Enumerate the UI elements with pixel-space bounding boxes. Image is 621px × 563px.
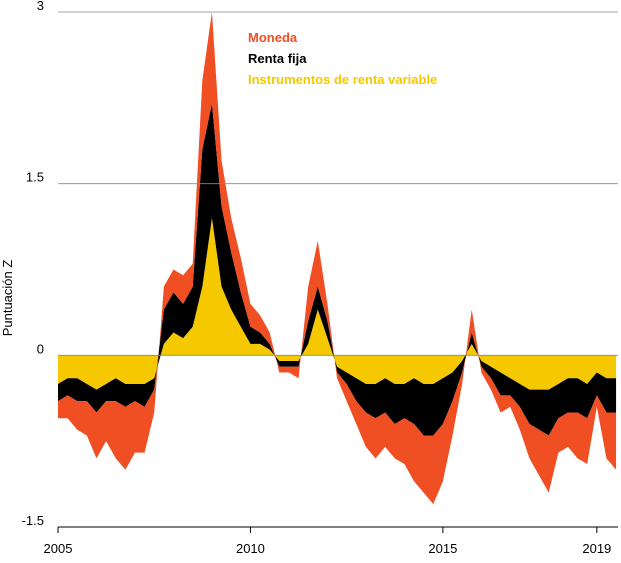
y-axis-label: Puntuación Z [0,260,15,337]
y-tick-label: 1.5 [26,170,44,185]
y-tick-label: -1.5 [22,513,44,528]
x-tick-label: 2015 [428,541,457,556]
y-tick-label: 0 [37,341,44,356]
area [58,103,617,436]
area [58,218,617,390]
legend-entry: Instrumentos de renta variable [248,72,437,87]
x-tick-label: 2010 [236,541,265,556]
legend-entry: Moneda [248,30,298,45]
area [58,12,617,505]
y-tick-label: 3 [37,0,44,13]
legend-entry: Renta fija [248,51,307,66]
x-tick-label: 2005 [44,541,73,556]
x-tick-label: 2019 [582,541,611,556]
